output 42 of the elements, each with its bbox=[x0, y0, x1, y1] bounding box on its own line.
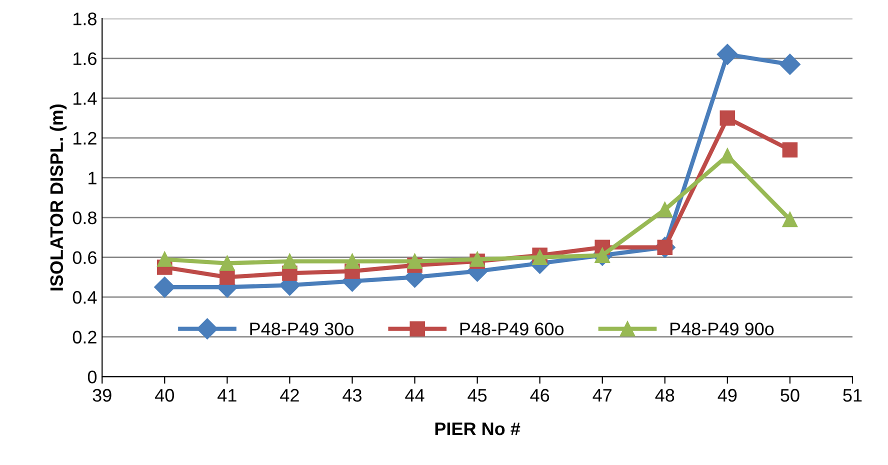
y-tick-label: 1.6 bbox=[74, 52, 96, 66]
point bbox=[782, 142, 798, 158]
x-tick-label: 51 bbox=[843, 389, 862, 402]
point bbox=[716, 44, 738, 65]
y-tick-label: 1.8 bbox=[74, 12, 96, 26]
point bbox=[782, 212, 798, 228]
x-axis-title: PIER No # bbox=[435, 422, 520, 436]
point bbox=[157, 252, 172, 267]
y-tick-label: 0.6 bbox=[72, 251, 96, 264]
point bbox=[779, 54, 800, 75]
point bbox=[344, 254, 360, 269]
point bbox=[407, 254, 422, 269]
point bbox=[220, 270, 235, 285]
y-tick-label: 1.4 bbox=[74, 92, 97, 105]
x-tick-label: 41 bbox=[218, 389, 236, 402]
point bbox=[154, 276, 176, 298]
x-tick-label: 42 bbox=[280, 388, 299, 402]
x-tick-label: 47 bbox=[592, 389, 612, 402]
y-tick-label: 0 bbox=[88, 370, 97, 384]
y-tick-label: 0.8 bbox=[72, 211, 96, 224]
y-tick-label: 1.2 bbox=[74, 132, 96, 144]
x-tick-label: 43 bbox=[342, 388, 362, 402]
x-tick-label: 48 bbox=[655, 388, 674, 402]
point bbox=[282, 254, 298, 269]
y-tick-label: 0.4 bbox=[72, 291, 97, 304]
legend-label: P48-P49 60o bbox=[460, 322, 564, 336]
point bbox=[720, 148, 736, 164]
point bbox=[720, 110, 736, 126]
legend-label: P48-P49 30o bbox=[250, 322, 354, 336]
y-axis-title: ISOLATOR DISPL. (m) bbox=[50, 104, 67, 290]
x-tick-label: 45 bbox=[468, 389, 487, 402]
x-tick-label: 44 bbox=[405, 389, 424, 402]
x-tick-label: 49 bbox=[718, 388, 737, 402]
x-tick-label: 46 bbox=[530, 388, 550, 402]
x-tick-label: 39 bbox=[92, 388, 112, 402]
point bbox=[220, 256, 235, 271]
x-tick-label: 40 bbox=[155, 388, 174, 402]
x-tick-label: 50 bbox=[780, 388, 800, 402]
legend-label: P48-P49 90o bbox=[670, 322, 774, 336]
y-tick-label: 0.2 bbox=[72, 330, 96, 344]
point bbox=[657, 202, 673, 218]
y-tick-label: 1 bbox=[88, 172, 96, 184]
